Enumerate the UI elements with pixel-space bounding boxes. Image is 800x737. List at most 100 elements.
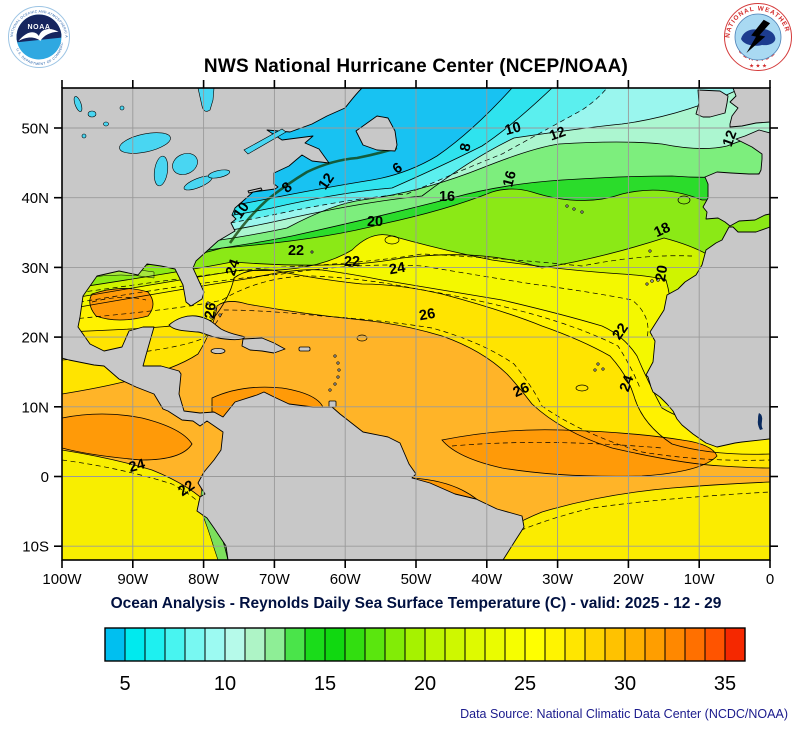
isotherm-label: 22 — [610, 321, 632, 343]
x-tick-label: 80W — [188, 571, 220, 588]
temperature-colorbar: 5 10 15 20 25 30 35 — [104, 627, 746, 695]
isotherm-label: 22 — [344, 254, 360, 270]
isotherm-label: 26 — [511, 380, 532, 401]
noaa-logo-label: NOAA — [27, 24, 50, 31]
land-jamaica — [210, 347, 226, 354]
y-tick-label: 30N — [21, 260, 49, 277]
isotherm-label: 24 — [617, 373, 638, 394]
st-lawrence-river — [243, 128, 287, 155]
colorbar-cell — [424, 627, 446, 662]
page-title: NWS National Hurricane Center (NCEP/NOAA… — [203, 56, 629, 77]
colorbar-cell — [504, 627, 526, 662]
colorbar-cells — [104, 627, 746, 662]
isotherm-label: 12 — [316, 171, 338, 193]
colorbar-cell — [104, 627, 126, 662]
land-north-and-south-america — [62, 88, 525, 560]
colorbar-tick-label: 25 — [514, 673, 536, 695]
dashed-isotherms — [62, 88, 770, 549]
noaa-seagull-icon — [18, 29, 59, 42]
axis-tick-labels: 100W 90W 80W 70W 60W 50W 40W 30W 20W 10W 0 50N 40N 30… — [21, 121, 774, 589]
x-tick-label: 60W — [330, 571, 362, 588]
colorbar-cell — [484, 627, 506, 662]
colorbar-cell — [464, 627, 486, 662]
land-britain — [729, 88, 770, 128]
isotherm-label: 22 — [288, 243, 304, 259]
y-tick-label: 0 — [41, 469, 49, 486]
x-tick-label: 30W — [542, 571, 574, 588]
isotherm-label: 8 — [457, 142, 474, 153]
isotherm-label: 12 — [720, 128, 741, 149]
lake-volta — [757, 413, 763, 430]
y-tick-label: 40N — [21, 190, 49, 207]
colorbar-cell — [224, 627, 246, 662]
colorbar-cell — [264, 627, 286, 662]
noaa-logo: NATIONAL OCEANIC AND ATMOSPHERIC ADMINIS… — [8, 6, 70, 68]
colorbar-tick-label: 30 — [614, 673, 636, 695]
map-canvas — [62, 88, 770, 560]
colorbar-tick-label: 20 — [414, 673, 436, 695]
colorbar-cell — [324, 627, 346, 662]
nws-stars: ★ ★ ★ — [749, 63, 767, 70]
data-source-note: Data Source: National Climatic Data Cent… — [460, 707, 788, 721]
isotherm-label: 10 — [231, 200, 253, 222]
colorbar-cell — [184, 627, 206, 662]
colorbar-cell — [164, 627, 186, 662]
colorbar-tick-label: 35 — [714, 673, 736, 695]
nws-logo: NATIONAL WEATHER SERVICE ★ ★ ★ — [724, 3, 792, 71]
isotherm-label: 12 — [547, 124, 568, 145]
y-tick-label: 50N — [21, 121, 49, 138]
colorbar-tick-label: 5 — [119, 673, 130, 695]
colorbar-cell — [684, 627, 706, 662]
x-tick-label: 50W — [401, 571, 433, 588]
colorbar-tick-labels: 5 10 15 20 25 30 35 — [119, 673, 736, 695]
colorbar-cell — [664, 627, 686, 662]
analysis-caption: Ocean Analysis - Reynolds Daily Sea Surf… — [110, 595, 722, 612]
x-tick-label: 100W — [42, 571, 82, 588]
land-france-iberia — [702, 129, 770, 227]
colorbar-cell — [124, 627, 146, 662]
x-tick-label: 20W — [613, 571, 645, 588]
x-tick-label: 40W — [471, 571, 503, 588]
y-tick-label: 10S — [22, 539, 49, 556]
colorbar-cell — [364, 627, 386, 662]
colorbar-cell — [284, 627, 306, 662]
x-tick-label: 70W — [259, 571, 291, 588]
land-puerto-rico — [298, 346, 311, 352]
colorbar-cell — [384, 627, 406, 662]
colorbar-cell — [444, 627, 466, 662]
colorbar-cell — [404, 627, 426, 662]
colorbar-cell — [724, 627, 746, 662]
y-tick-label: 10N — [21, 399, 49, 416]
isotherm-label: 24 — [223, 257, 244, 278]
x-tick-label: 0 — [766, 571, 774, 588]
axis-ticks — [54, 80, 778, 568]
isotherm-label: 24 — [127, 456, 147, 476]
colorbar-tick-label: 15 — [314, 673, 336, 695]
colorbar-cell — [144, 627, 166, 662]
isotherm-label: 26 — [418, 306, 437, 325]
sst-map: 100W 90W 80W 70W 60W 50W 40W 30W 20W 10W 0 50N 40N 30… — [21, 80, 778, 589]
colorbar-cell — [624, 627, 646, 662]
colorbar-cell — [584, 627, 606, 662]
colorbar-cell — [544, 627, 566, 662]
land-ireland — [695, 89, 729, 118]
land-long-island — [247, 187, 263, 194]
isotherm-label: 20 — [367, 214, 383, 230]
colorbar-cell — [204, 627, 226, 662]
isotherm-label: 20 — [653, 264, 672, 283]
isotherm-label: 26 — [202, 302, 219, 319]
y-tick-label: 20N — [21, 330, 49, 347]
x-tick-label: 10W — [684, 571, 716, 588]
great-lakes — [119, 132, 231, 191]
colorbar-cell — [644, 627, 666, 662]
land-newfoundland — [355, 115, 398, 152]
colorbar-cell — [564, 627, 586, 662]
small-islands — [206, 204, 666, 392]
colorbar-cell — [524, 627, 546, 662]
nws-lightning-icon — [746, 19, 771, 53]
isotherm-label: 16 — [439, 189, 455, 205]
colorbar-cell — [304, 627, 326, 662]
northern-lakes-and-james-bay — [73, 88, 215, 139]
x-tick-label: 90W — [117, 571, 149, 588]
